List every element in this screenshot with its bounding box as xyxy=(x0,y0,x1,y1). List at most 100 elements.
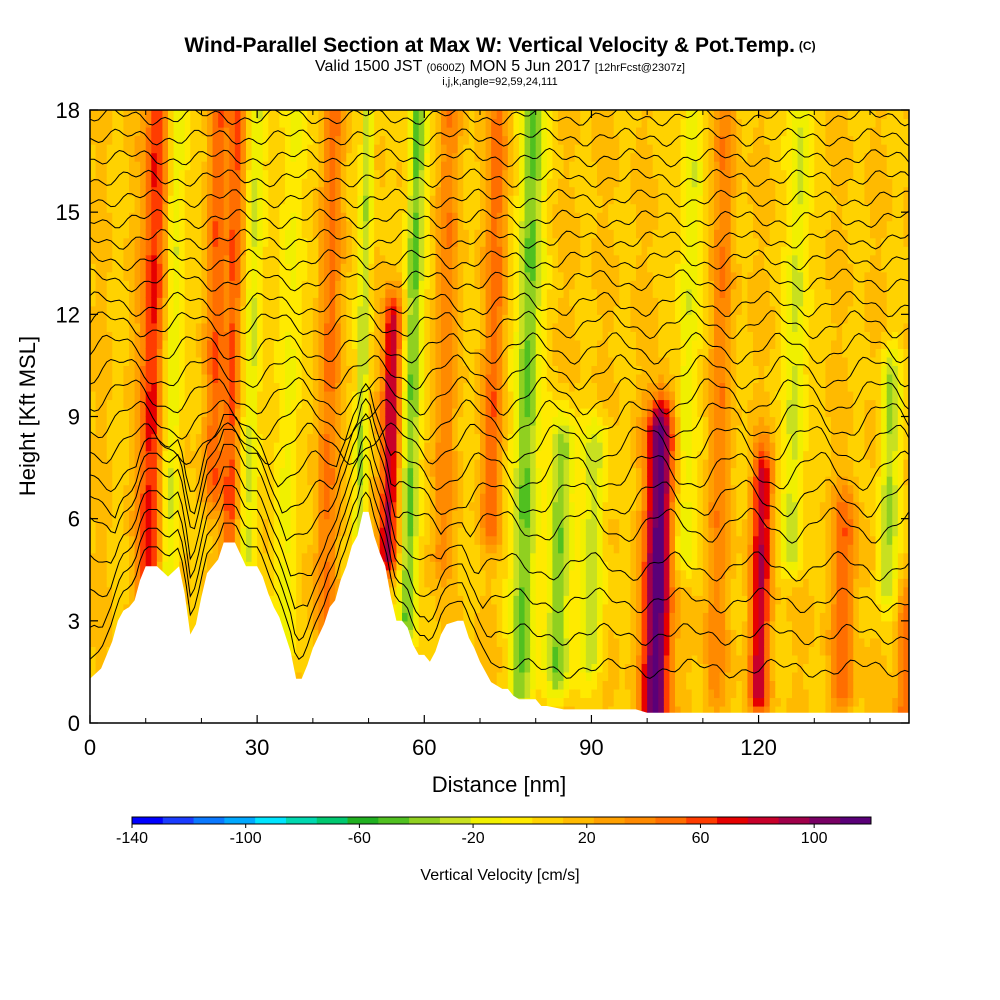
velocity-cell xyxy=(223,527,230,537)
velocity-cell xyxy=(301,518,308,528)
velocity-cell xyxy=(184,561,191,571)
velocity-cell xyxy=(424,586,431,596)
velocity-cell xyxy=(424,561,431,571)
velocity-cell xyxy=(195,595,203,605)
velocity-cell xyxy=(101,161,108,171)
velocity-cell xyxy=(318,535,325,545)
velocity-cell xyxy=(257,271,264,281)
velocity-cell xyxy=(402,407,409,418)
velocity-cell xyxy=(346,450,353,460)
velocity-cell xyxy=(446,203,453,213)
velocity-cell xyxy=(273,110,281,120)
velocity-cell xyxy=(117,518,125,528)
velocity-cell xyxy=(240,535,247,545)
velocity-cell xyxy=(307,195,314,205)
velocity-cell xyxy=(385,263,392,273)
velocity-cell xyxy=(106,586,113,596)
velocity-cell xyxy=(452,169,459,179)
velocity-cell xyxy=(413,484,420,494)
velocity-cell xyxy=(273,603,281,613)
velocity-cell xyxy=(424,646,431,656)
velocity-cell xyxy=(129,254,136,264)
velocity-cell xyxy=(285,527,292,537)
velocity-cell xyxy=(368,178,375,188)
velocity-cell xyxy=(363,212,370,222)
velocity-cell xyxy=(268,246,275,256)
velocity-cell xyxy=(229,322,236,332)
velocity-cell xyxy=(162,373,169,384)
velocity-cell xyxy=(340,382,347,392)
velocity-cell xyxy=(279,271,286,281)
velocity-cell xyxy=(229,510,236,520)
velocity-cell xyxy=(190,561,197,571)
velocity-cell xyxy=(212,237,219,247)
velocity-cell xyxy=(357,416,364,426)
velocity-cell xyxy=(262,416,269,426)
velocity-cell xyxy=(123,135,130,145)
velocity-cell xyxy=(95,501,102,511)
velocity-cell xyxy=(257,467,264,477)
velocity-cell xyxy=(95,442,102,452)
velocity-cell xyxy=(234,467,242,477)
velocity-cell xyxy=(195,161,203,171)
velocity-cell xyxy=(446,144,453,154)
velocity-cell xyxy=(257,254,264,264)
velocity-cell xyxy=(452,212,459,222)
velocity-cell xyxy=(285,161,292,171)
velocity-cell xyxy=(190,552,197,562)
velocity-cell xyxy=(207,110,214,120)
velocity-cell xyxy=(134,195,141,205)
velocity-cell xyxy=(463,178,470,188)
velocity-cell xyxy=(329,425,336,435)
velocity-cell xyxy=(112,356,119,367)
velocity-cell xyxy=(101,237,108,247)
velocity-cell xyxy=(441,603,448,613)
velocity-cell xyxy=(463,390,470,401)
velocity-cell xyxy=(379,425,386,435)
velocity-cell xyxy=(296,229,303,239)
velocity-cell xyxy=(106,373,113,384)
velocity-cell xyxy=(168,552,175,562)
velocity-cell xyxy=(229,144,236,154)
velocity-cell xyxy=(112,561,119,571)
velocity-cell xyxy=(385,280,392,290)
velocity-cell xyxy=(329,569,336,579)
velocity-cell xyxy=(207,416,214,426)
velocity-cell xyxy=(318,373,325,384)
velocity-cell xyxy=(318,212,325,222)
velocity-cell xyxy=(446,246,453,256)
velocity-cell xyxy=(240,467,247,477)
velocity-cell xyxy=(179,186,186,196)
velocity-cell xyxy=(218,390,225,401)
velocity-cell xyxy=(268,339,275,349)
velocity-cell xyxy=(90,637,97,647)
velocity-cell xyxy=(279,169,286,179)
velocity-cell xyxy=(335,493,342,503)
velocity-cell xyxy=(290,271,297,281)
velocity-cell xyxy=(351,305,359,315)
velocity-cell xyxy=(301,535,308,545)
velocity-cell xyxy=(262,152,269,162)
velocity-cell xyxy=(435,569,442,579)
velocity-cell xyxy=(106,510,113,520)
velocity-cell xyxy=(101,203,108,213)
velocity-cell xyxy=(301,450,308,460)
velocity-cell xyxy=(123,544,130,554)
velocity-cell xyxy=(407,586,414,596)
velocity-cell xyxy=(156,246,164,256)
velocity-cell xyxy=(101,527,108,537)
velocity-cell xyxy=(145,476,152,486)
velocity-cell xyxy=(140,476,147,486)
velocity-cell xyxy=(312,476,320,486)
velocity-cell xyxy=(329,399,336,409)
velocity-cell xyxy=(413,195,420,205)
velocity-cell xyxy=(117,246,125,256)
velocity-cell xyxy=(212,203,219,213)
velocity-cell xyxy=(268,280,275,290)
velocity-cell xyxy=(117,229,125,239)
velocity-cell xyxy=(229,229,236,239)
velocity-cell xyxy=(379,390,386,401)
velocity-cell xyxy=(190,501,197,511)
velocity-cell xyxy=(340,195,347,205)
velocity-cell xyxy=(240,476,247,486)
